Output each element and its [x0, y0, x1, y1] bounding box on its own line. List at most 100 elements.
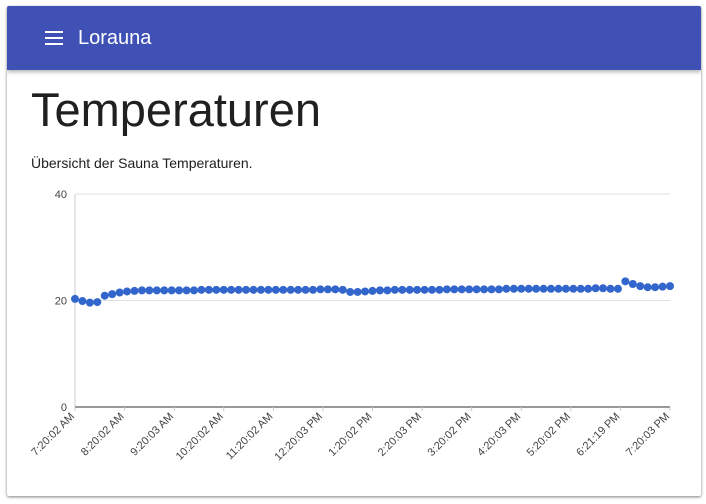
data-point: [182, 286, 191, 295]
data-point: [78, 297, 87, 306]
x-tick-label: 6:21:19 PM: [574, 411, 622, 459]
data-point: [502, 284, 511, 293]
data-point: [606, 284, 615, 293]
page-description: Übersicht der Sauna Temperaturen.: [31, 155, 253, 171]
x-tick-label: 10:20:02 AM: [174, 411, 226, 463]
x-tick-label: 3:20:02 PM: [426, 411, 474, 459]
content-card: Lorauna Temperaturen Übersicht der Sauna…: [7, 6, 701, 496]
y-tick-label: 0: [61, 402, 67, 414]
data-point: [658, 282, 667, 291]
data-point: [190, 286, 198, 295]
data-point: [145, 286, 154, 295]
data-point: [628, 279, 637, 288]
data-point: [643, 283, 652, 292]
data-point: [353, 287, 362, 296]
data-point: [197, 285, 206, 294]
data-point: [271, 285, 280, 294]
app-bar: Lorauna: [7, 6, 701, 70]
x-tick-label: 12:20:03 PM: [272, 411, 325, 464]
data-point: [346, 287, 355, 296]
data-point: [465, 285, 474, 294]
x-tick-label: 4:20:03 PM: [475, 411, 523, 459]
data-point: [85, 298, 94, 307]
temperature-chart: 0 20 40 7:20:02 AM 8:20:02 AM 9:20:03 AM10:20…: [29, 189, 674, 464]
menu-icon-bar: [45, 43, 63, 45]
data-point: [242, 285, 251, 294]
data-point: [487, 285, 496, 294]
data-point: [576, 284, 585, 293]
menu-icon[interactable]: [43, 28, 65, 48]
data-point: [435, 285, 444, 294]
data-point: [175, 286, 184, 295]
data-point: [279, 285, 288, 294]
data-point: [256, 285, 265, 294]
data-point: [71, 294, 79, 303]
data-point: [160, 286, 169, 295]
data-point: [524, 284, 533, 293]
data-point: [539, 284, 548, 293]
x-tick-label: 9:20:03 AM: [128, 411, 176, 459]
data-point: [517, 284, 526, 293]
data-point: [457, 285, 466, 294]
data-point: [390, 285, 399, 294]
data-point: [323, 285, 332, 294]
data-point: [666, 282, 674, 291]
data-point: [613, 284, 622, 293]
data-point: [420, 285, 429, 294]
data-point: [636, 282, 645, 291]
data-point: [167, 286, 176, 295]
data-point: [331, 285, 340, 294]
data-point: [309, 285, 317, 294]
data-point: [137, 286, 146, 295]
menu-icon-bar: [45, 31, 63, 33]
data-point: [100, 291, 109, 300]
data-point: [130, 286, 139, 295]
data-point: [621, 277, 630, 286]
data-point: [383, 286, 392, 295]
data-point: [532, 284, 541, 293]
data-point: [204, 285, 213, 294]
x-tick-label: 11:20:02 AM: [224, 411, 276, 463]
data-point: [316, 285, 325, 294]
data-point: [480, 285, 489, 294]
data-point: [123, 287, 132, 296]
data-point: [219, 285, 228, 294]
data-point: [234, 285, 243, 294]
y-tick-label: 20: [55, 296, 67, 308]
data-point: [494, 285, 503, 294]
data-point: [249, 285, 258, 294]
data-point: [212, 285, 221, 294]
data-point: [152, 286, 161, 295]
data-point: [286, 285, 295, 294]
data-point: [338, 285, 347, 294]
x-tick-label: 1:20:02 PM: [326, 411, 374, 459]
data-point: [264, 285, 273, 294]
data-point: [554, 284, 563, 293]
data-point: [413, 285, 422, 294]
x-tick-label: 7:20:03 PM: [624, 411, 672, 459]
data-point: [591, 284, 600, 293]
data-point: [368, 286, 377, 295]
page-title: Temperaturen: [31, 83, 321, 136]
data-point: [428, 285, 436, 294]
data-point: [93, 298, 102, 307]
data-point: [450, 285, 459, 294]
data-point: [547, 284, 555, 293]
x-tick-label: 8:20:02 AM: [79, 411, 127, 459]
data-point: [398, 285, 407, 294]
data-point: [375, 286, 384, 295]
data-point: [294, 285, 303, 294]
app-title: Lorauna: [78, 27, 152, 49]
data-point: [509, 284, 518, 293]
data-point: [227, 285, 236, 294]
data-point: [472, 285, 481, 294]
data-point: [569, 284, 578, 293]
data-point: [361, 287, 370, 296]
data-point: [442, 285, 451, 294]
data-point: [108, 290, 117, 299]
data-point: [599, 284, 608, 293]
x-tick-label: 7:20:02 AM: [29, 411, 77, 459]
menu-icon-bar: [45, 37, 63, 39]
data-point: [405, 285, 414, 294]
data-point: [561, 284, 570, 293]
